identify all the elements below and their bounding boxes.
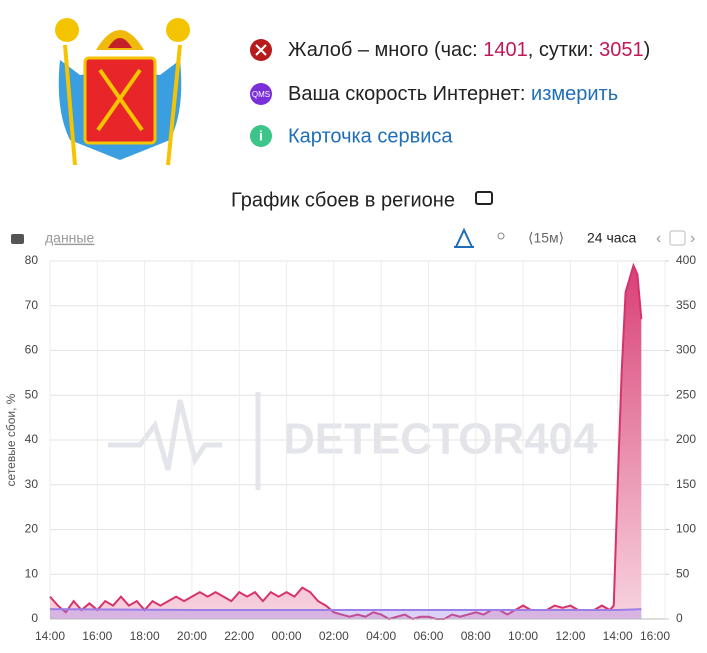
info-icon: [250, 125, 272, 147]
y2-tick-label: 150: [676, 477, 696, 491]
data-link[interactable]: данные: [45, 230, 94, 246]
error-icon-x: [255, 44, 267, 56]
x-tick-label: 12:00: [555, 629, 585, 643]
qms-icon-text: QMS: [252, 90, 270, 99]
complaints-day: 3051: [599, 39, 644, 61]
y-tick-label: 20: [25, 522, 39, 536]
watermark-logo: [108, 392, 261, 490]
line: [49, 262, 643, 621]
y2-tick-label: 300: [676, 343, 696, 357]
qms-icon: [250, 83, 272, 105]
y-tick-label: 70: [25, 298, 39, 312]
x-tick-label: 16:00: [82, 629, 112, 643]
x-tick-label: 14:00: [35, 629, 65, 643]
y2-tick-label: 100: [676, 522, 696, 536]
y-tick-label: 30: [25, 477, 39, 491]
complaints-end: ): [644, 39, 651, 61]
speed-text: Ваша скорость Интернет:: [288, 83, 531, 105]
x-tick-label: 16:00: [640, 629, 670, 643]
y2-tick-label: 350: [676, 298, 696, 312]
speed: Ваша скорость Интернет: измерить: [288, 83, 618, 105]
y-tick-label: 60: [25, 343, 39, 357]
complaints: Жалоб – много (час: 1401, сутки: 3051): [288, 39, 650, 61]
complaints-text: Жалоб – много (час:: [288, 39, 483, 61]
y-tick-label: 0: [31, 611, 38, 625]
x-tick-label: 02:00: [319, 629, 349, 643]
complaints-hour: 1401: [483, 39, 528, 61]
user-icon[interactable]: [497, 232, 505, 240]
x-tick-label: 10:00: [508, 629, 538, 643]
period[interactable]: 24 часа: [587, 230, 637, 246]
x-tick-label: 14:00: [603, 629, 633, 643]
section-title: График сбоев в регионе: [231, 189, 455, 211]
x-tick-label: 22:00: [224, 629, 254, 643]
y2-tick-label: 400: [676, 253, 696, 267]
y2-tick-label: 50: [676, 566, 690, 580]
next-arrow[interactable]: ›: [690, 230, 695, 247]
card-link[interactable]: Карточка сервиса: [288, 125, 453, 147]
monitor-icon: [475, 191, 493, 205]
x-tick-label: 18:00: [130, 629, 160, 643]
plot: DETECTOR404 0 10 20 30 40 50 60 70 80 0 50 100 150 200…: [4, 253, 696, 643]
info-icon-i: i: [259, 128, 263, 144]
y2-tick-label: 0: [676, 611, 683, 625]
y-tick-label: 10: [25, 566, 39, 580]
y-tick-label: 40: [25, 432, 39, 446]
camera-icon[interactable]: [11, 234, 24, 244]
x-tick-label: 04:00: [366, 629, 396, 643]
coat-of-arms: [55, 18, 190, 166]
x-tick-label: 06:00: [413, 629, 443, 643]
y-tick-label: 50: [25, 387, 39, 401]
x-tick-label: 20:00: [177, 629, 207, 643]
speed-link[interactable]: измерить: [531, 83, 618, 105]
calendar-icon[interactable]: [669, 230, 686, 246]
interval[interactable]: ⟨15м⟩: [528, 230, 564, 246]
y-tick-label: 80: [25, 253, 39, 267]
x-tick-label: 08:00: [461, 629, 491, 643]
complaints-sep: , сутки:: [528, 39, 599, 61]
y2-tick-label: 250: [676, 387, 696, 401]
x-tick-label: 00:00: [272, 629, 302, 643]
area: [50, 609, 642, 619]
line: [49, 608, 642, 612]
y2-tick-label: 200: [676, 432, 696, 446]
prev-arrow[interactable]: ‹: [656, 230, 661, 247]
y-axis-label: сетевые сбои, %: [4, 393, 18, 486]
chart-mode-icon[interactable]: [454, 227, 474, 248]
watermark: DETECTOR404: [283, 415, 598, 464]
